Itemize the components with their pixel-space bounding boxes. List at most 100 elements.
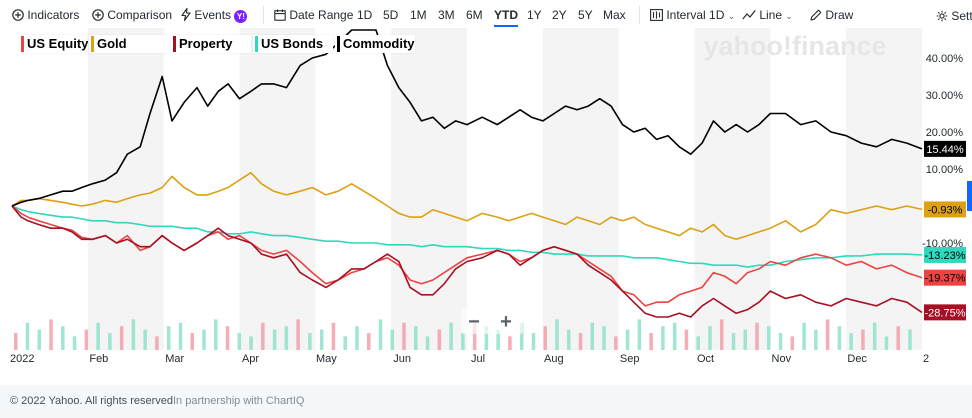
volume-bar: [872, 322, 877, 350]
range-1y[interactable]: 1Y: [527, 8, 542, 22]
x-tick-label: Feb: [89, 353, 108, 365]
volume-bar: [143, 329, 147, 350]
volume-bar: [249, 336, 253, 350]
volume-bar: [14, 333, 18, 350]
range-1d[interactable]: 1D: [357, 8, 373, 22]
last-value-badge: [924, 246, 966, 263]
chart-type-button[interactable]: Line ⌄: [742, 7, 793, 23]
legend-swatch: [337, 36, 340, 52]
series-line-us-bonds: [11, 205, 923, 268]
volume-bar: [719, 319, 724, 350]
month-band: [87, 28, 164, 350]
indicators-button[interactable]: Indicators: [12, 7, 79, 23]
zoom-in-button[interactable]: +: [500, 311, 512, 333]
range-2y[interactable]: 2Y: [552, 8, 567, 22]
range-5d[interactable]: 5D: [383, 8, 399, 22]
legend-item-us-bonds[interactable]: US Bonds: [253, 35, 333, 53]
volume-bar: [908, 329, 912, 350]
settings-button[interactable]: Sett: [936, 9, 972, 23]
volume-bar: [72, 336, 77, 350]
volume-bar: [166, 326, 171, 350]
legend-label: Gold: [97, 36, 127, 51]
comparison-label: Comparison: [107, 8, 173, 22]
volume-bar: [61, 326, 65, 350]
range-1m[interactable]: 1M: [410, 8, 427, 22]
x-tick-label: 2: [923, 353, 929, 365]
legend-item-us-equity[interactable]: US Equity: [19, 35, 89, 53]
y-tick-label: 10.00%: [926, 164, 964, 176]
volume-bar: [202, 329, 206, 350]
range-max[interactable]: Max: [603, 8, 626, 22]
volume-bar: [531, 333, 536, 350]
yahoo-finance-watermark: yahoo!finance: [703, 31, 886, 61]
range-ytd[interactable]: YTD: [494, 8, 518, 27]
volume-bar: [390, 329, 395, 350]
x-tick-label: Mar: [165, 353, 184, 365]
x-tick-label: Dec: [847, 353, 867, 365]
draw-label: Draw: [825, 8, 854, 22]
volume-bar: [214, 319, 218, 350]
x-tick-label: Apr: [242, 353, 259, 365]
legend-item-gold[interactable]: Gold: [89, 35, 169, 53]
volume-bar: [261, 322, 265, 350]
last-value-label: -0.93%: [928, 204, 963, 216]
range-6m[interactable]: 6M: [466, 8, 483, 22]
draw-button[interactable]: Draw: [810, 7, 853, 23]
toolbar-divider: [639, 6, 640, 24]
legend-swatch: [91, 36, 94, 52]
volume-bar: [802, 322, 806, 350]
volume-bar: [837, 326, 842, 350]
chart-type-label: Line: [759, 8, 783, 22]
volume-bar: [237, 333, 242, 350]
legend-item-commodity[interactable]: Commodity: [335, 35, 415, 53]
footer: © 2022 Yahoo. All rights reserved. In pa…: [0, 385, 972, 418]
range-3m[interactable]: 3M: [438, 8, 455, 22]
comparison-button[interactable]: Comparison: [92, 7, 172, 23]
volume-bar: [225, 326, 230, 350]
volume-bar: [731, 333, 736, 350]
volume-bar: [884, 336, 889, 350]
date-range-label: Date Range: [289, 8, 354, 22]
interval-value: 1D: [709, 8, 725, 22]
volume-bar: [308, 333, 312, 350]
zoom-out-button[interactable]: −: [468, 311, 480, 333]
legend-label: Commodity: [343, 36, 415, 51]
volume-bar: [402, 322, 406, 350]
last-value-label: -13.23%: [925, 250, 966, 262]
volume-bar: [378, 319, 383, 350]
last-value-badge: [924, 304, 966, 321]
volume-bar: [602, 326, 606, 350]
y-tick-label: 40.00%: [926, 53, 964, 65]
toolbar-divider: [263, 6, 264, 24]
calendar-icon: [274, 9, 286, 21]
range-5y[interactable]: 5Y: [578, 8, 593, 22]
volume-bar: [849, 333, 853, 350]
volume-bar: [778, 333, 783, 350]
date-range-button[interactable]: Date Range: [274, 7, 353, 23]
volume-bar: [461, 333, 465, 350]
legend-label: US Equity: [27, 36, 89, 51]
volume-bar: [190, 333, 194, 350]
x-tick-label: 2022: [10, 353, 34, 365]
volume-bar: [896, 326, 900, 350]
volume-bar: [272, 329, 277, 350]
legend-swatch: [255, 36, 258, 52]
side-panel-tab[interactable]: [967, 181, 972, 211]
interval-button[interactable]: Interval 1D ⌄: [650, 7, 735, 23]
volume-bar: [496, 329, 500, 350]
volume-bar: [555, 319, 559, 350]
settings-label: Sett: [951, 9, 972, 23]
series-line-property: [11, 205, 923, 318]
x-tick-label: Sep: [620, 353, 640, 365]
volume-bar: [767, 326, 771, 350]
last-value-label: -28.75%: [925, 307, 966, 319]
volume-bar: [437, 329, 442, 350]
volume-bar: [96, 322, 100, 350]
legend-item-property[interactable]: Property: [171, 35, 251, 53]
month-band: [694, 28, 771, 350]
comparison-chart[interactable]: yahoo!finance 40.00% 30.00% 20.00% 10.00% -1…: [0, 28, 972, 372]
events-button[interactable]: Events Y!: [181, 7, 248, 23]
month-band: [846, 28, 922, 350]
last-value-badge: [924, 269, 966, 286]
volume-bar: [672, 322, 677, 350]
